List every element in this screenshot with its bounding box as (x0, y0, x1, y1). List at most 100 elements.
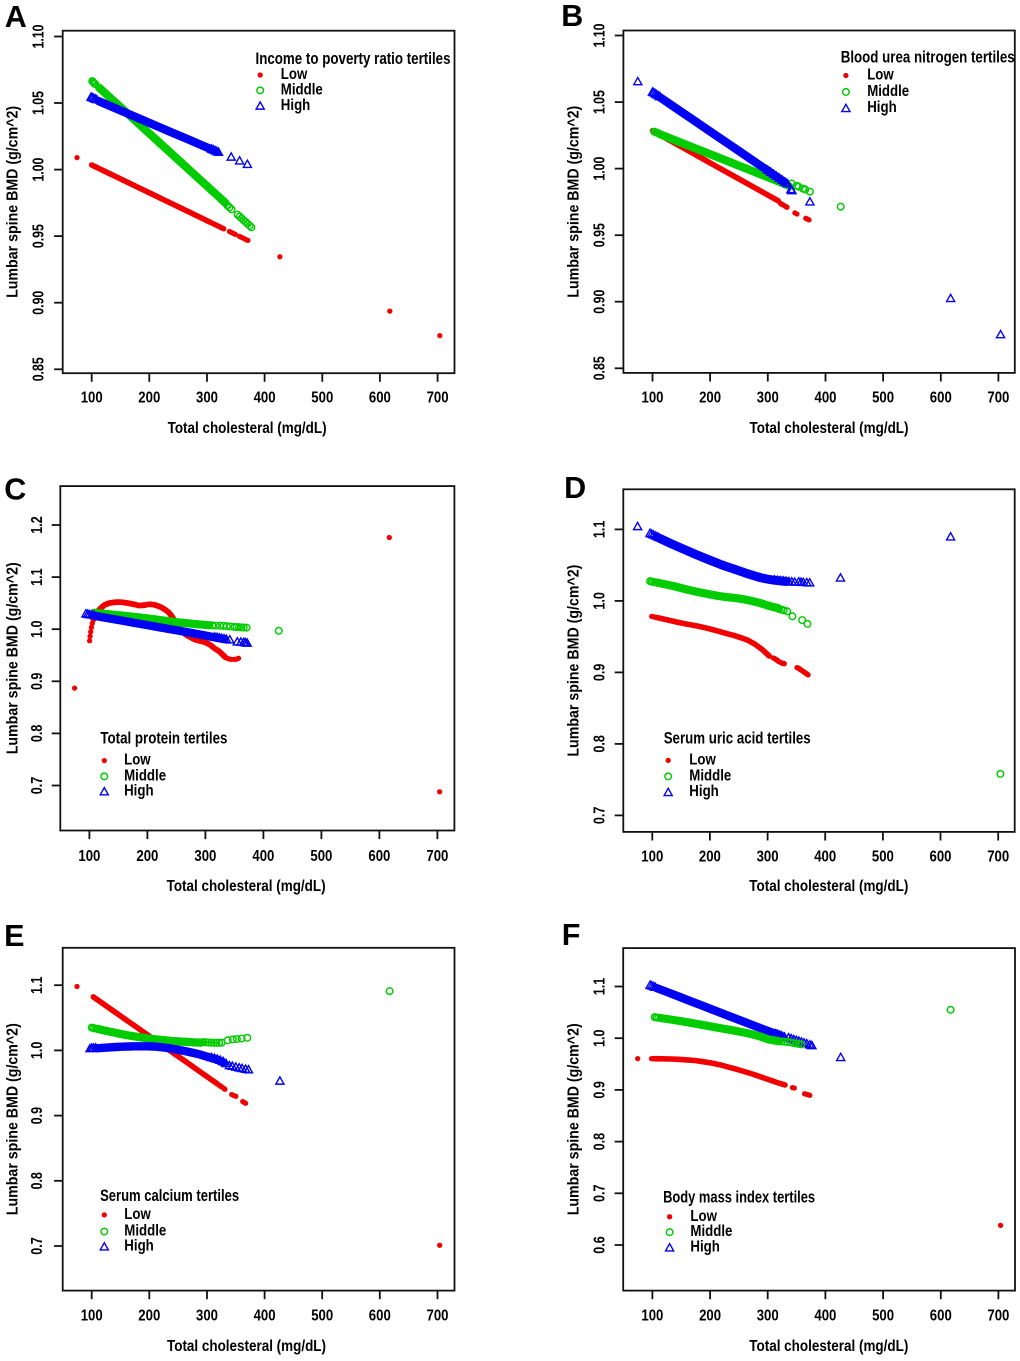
svg-text:1.2: 1.2 (29, 516, 46, 534)
svg-text:100: 100 (641, 848, 663, 865)
svg-text:1.00: 1.00 (592, 157, 609, 181)
svg-text:700: 700 (427, 390, 449, 407)
svg-text:300: 300 (757, 390, 779, 407)
svg-text:High: High (281, 97, 311, 114)
svg-text:D: D (564, 471, 586, 505)
svg-text:High: High (867, 99, 897, 116)
svg-text:Low: Low (281, 66, 308, 83)
svg-text:500: 500 (310, 848, 332, 865)
svg-text:Total cholesteral (mg/dL): Total cholesteral (mg/dL) (168, 420, 327, 437)
svg-text:300: 300 (757, 1308, 779, 1325)
svg-text:1.0: 1.0 (29, 1042, 46, 1060)
svg-text:Lumbar spine BMD (g/cm^2): Lumbar spine BMD (g/cm^2) (565, 565, 582, 757)
svg-text:0.9: 0.9 (29, 1107, 46, 1125)
svg-text:High: High (124, 1238, 154, 1255)
svg-text:0.8: 0.8 (592, 1133, 609, 1151)
svg-text:1.10: 1.10 (30, 24, 47, 48)
svg-text:0.9: 0.9 (592, 1081, 609, 1099)
svg-text:0.7: 0.7 (29, 1237, 46, 1255)
svg-text:500: 500 (872, 848, 894, 865)
svg-text:0.95: 0.95 (30, 224, 47, 248)
svg-text:600: 600 (930, 390, 952, 407)
svg-text:1.0: 1.0 (29, 620, 46, 638)
svg-text:Middle: Middle (124, 767, 166, 784)
svg-text:0.6: 0.6 (592, 1236, 609, 1254)
svg-text:Total cholesteral (mg/dL): Total cholesteral (mg/dL) (749, 878, 908, 895)
svg-text:0.8: 0.8 (29, 725, 46, 743)
svg-text:Low: Low (867, 67, 894, 84)
svg-text:Low: Low (124, 1206, 151, 1223)
svg-text:Low: Low (689, 751, 716, 768)
svg-text:0.9: 0.9 (29, 672, 46, 690)
svg-text:Middle: Middle (689, 767, 731, 784)
svg-text:200: 200 (699, 390, 721, 407)
svg-text:0.85: 0.85 (592, 356, 609, 380)
svg-text:300: 300 (196, 390, 218, 407)
svg-text:300: 300 (194, 848, 216, 865)
svg-text:Middle: Middle (281, 81, 323, 98)
svg-text:0.7: 0.7 (29, 777, 46, 795)
svg-text:0.8: 0.8 (592, 735, 609, 753)
svg-text:400: 400 (254, 1308, 276, 1325)
svg-text:Lumbar spine BMD (g/cm^2): Lumbar spine BMD (g/cm^2) (5, 562, 22, 754)
svg-text:1.00: 1.00 (30, 158, 47, 182)
svg-text:1.10: 1.10 (592, 23, 609, 47)
svg-text:600: 600 (368, 848, 390, 865)
svg-text:1.1: 1.1 (592, 521, 609, 539)
svg-text:400: 400 (254, 390, 276, 407)
svg-text:1.0: 1.0 (592, 592, 609, 610)
svg-text:0.7: 0.7 (592, 1184, 609, 1202)
svg-text:0.90: 0.90 (592, 290, 609, 314)
svg-text:Income to poverty ratio tertil: Income to poverty ratio tertiles (256, 50, 451, 68)
svg-text:Lumbar spine BMD (g/cm^2): Lumbar spine BMD (g/cm^2) (565, 106, 582, 298)
svg-text:Middle: Middle (867, 83, 909, 100)
svg-text:100: 100 (78, 848, 100, 865)
svg-text:0.9: 0.9 (592, 664, 609, 682)
svg-text:1.0: 1.0 (592, 1029, 609, 1047)
svg-text:0.85: 0.85 (30, 357, 47, 381)
svg-text:700: 700 (426, 848, 448, 865)
svg-text:1.05: 1.05 (30, 91, 47, 115)
svg-text:Blood urea nitrogen tertiles: Blood urea nitrogen tertiles (841, 49, 1015, 67)
svg-text:1.1: 1.1 (592, 978, 609, 996)
svg-text:500: 500 (311, 390, 333, 407)
svg-text:High: High (124, 783, 154, 800)
svg-text:E: E (4, 919, 24, 953)
svg-text:Serum calcium tertiles: Serum calcium tertiles (100, 1187, 239, 1205)
svg-text:Serum uric acid tertiles: Serum uric acid tertiles (664, 730, 811, 748)
svg-text:200: 200 (699, 848, 721, 865)
svg-text:Total cholesteral (mg/dL): Total cholesteral (mg/dL) (750, 420, 909, 437)
svg-text:Body mass index tertiles: Body mass index tertiles (663, 1189, 815, 1207)
svg-text:600: 600 (930, 848, 952, 865)
svg-text:A: A (5, 0, 27, 34)
svg-text:Lumbar spine BMD (g/cm^2): Lumbar spine BMD (g/cm^2) (5, 1023, 22, 1215)
svg-text:Lumbar spine BMD (g/cm^2): Lumbar spine BMD (g/cm^2) (565, 1023, 582, 1215)
svg-text:700: 700 (987, 390, 1009, 407)
svg-text:400: 400 (814, 848, 836, 865)
svg-text:600: 600 (930, 1308, 952, 1325)
svg-text:200: 200 (138, 390, 160, 407)
svg-text:200: 200 (138, 1308, 160, 1325)
svg-text:400: 400 (814, 1308, 836, 1325)
svg-text:0.95: 0.95 (592, 223, 609, 247)
svg-text:200: 200 (699, 1308, 721, 1325)
svg-text:500: 500 (872, 390, 894, 407)
svg-text:C: C (4, 472, 26, 506)
svg-text:Total cholesteral (mg/dL): Total cholesteral (mg/dL) (167, 878, 326, 895)
svg-text:200: 200 (136, 848, 158, 865)
svg-text:Lumbar spine BMD (g/cm^2): Lumbar spine BMD (g/cm^2) (5, 106, 22, 298)
svg-text:Total cholesteral (mg/dL): Total cholesteral (mg/dL) (167, 1338, 326, 1355)
svg-text:700: 700 (987, 848, 1009, 865)
svg-text:Middle: Middle (124, 1223, 166, 1240)
svg-text:Total protein tertiles: Total protein tertiles (100, 730, 227, 748)
svg-text:500: 500 (311, 1308, 333, 1325)
svg-text:1.1: 1.1 (29, 568, 46, 586)
svg-text:600: 600 (369, 1308, 391, 1325)
svg-text:100: 100 (81, 1308, 103, 1325)
svg-text:High: High (689, 783, 719, 800)
svg-text:600: 600 (369, 390, 391, 407)
svg-text:400: 400 (815, 390, 837, 407)
svg-text:Total cholesteral (mg/dL): Total cholesteral (mg/dL) (749, 1338, 908, 1355)
svg-text:500: 500 (872, 1308, 894, 1325)
svg-text:700: 700 (987, 1308, 1009, 1325)
